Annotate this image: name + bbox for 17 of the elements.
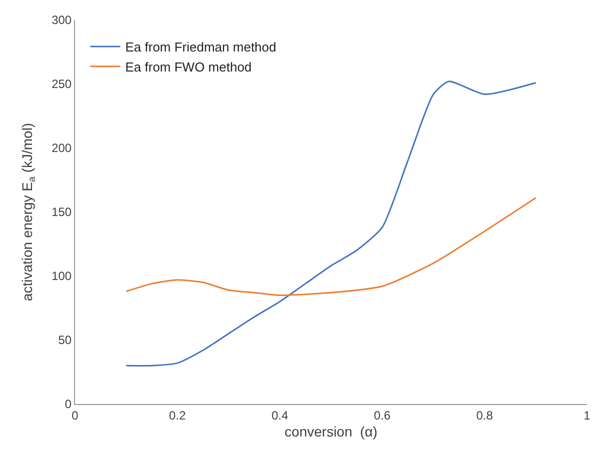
- y-tick-label: 100: [52, 269, 72, 284]
- x-tick-label: 0.4: [271, 408, 288, 422]
- legend-label: Ea from FWO method: [125, 59, 252, 74]
- line-series: [125, 197, 537, 296]
- y-tick-label: 50: [58, 333, 72, 348]
- x-axis-title: conversion (α): [284, 424, 378, 440]
- y-tick-label: 0: [64, 397, 72, 412]
- x-tick-label: 0.2: [169, 408, 186, 422]
- y-tick-label: 300: [52, 13, 72, 28]
- x-tick-label: 0.8: [476, 408, 494, 422]
- line-series: [125, 80, 537, 366]
- x-tick-label: 0.6: [374, 408, 391, 422]
- y-tick-label: 250: [52, 77, 72, 92]
- y-tick-label: 200: [52, 141, 72, 156]
- legend-label: Ea from Friedman method: [125, 40, 276, 55]
- x-tick-label: 1: [584, 408, 591, 422]
- y-tick-label: 150: [52, 205, 72, 220]
